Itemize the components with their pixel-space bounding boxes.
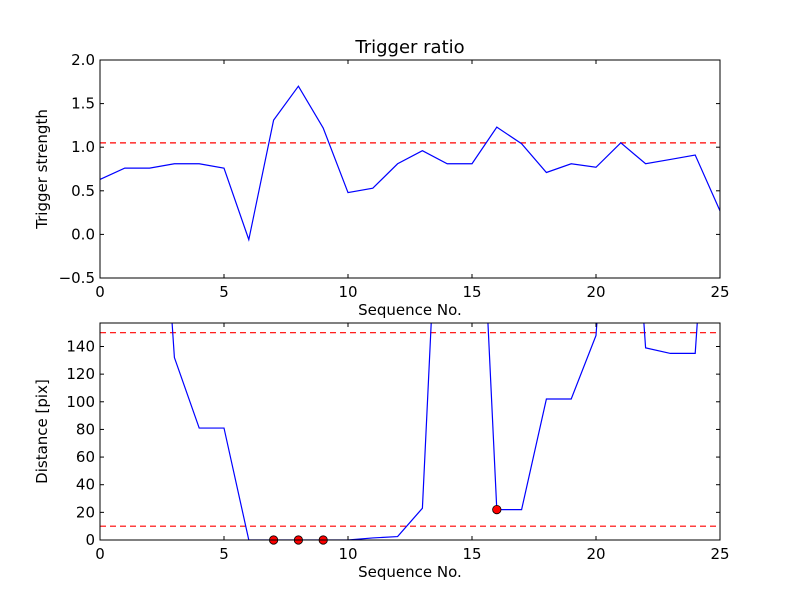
y-axis-label: Trigger strength — [33, 109, 51, 230]
x-tick-label: 0 — [95, 283, 105, 301]
axes-frame — [99, 59, 721, 279]
y-tick-label: 0 — [85, 531, 95, 549]
y-tick-label: 2.0 — [71, 51, 95, 69]
y-tick-label: 100 — [66, 393, 95, 411]
y-tick-label: 140 — [66, 337, 95, 355]
plot-distance: 0 5 10 15 20 25 0 20 40 60 80 100 120 140 Sequence No.… — [33, 322, 730, 581]
x-tick-label: 10 — [338, 283, 357, 301]
x-tick-label: 15 — [462, 545, 481, 563]
x-tick-label: 25 — [710, 545, 729, 563]
x-tick-label: 5 — [219, 545, 229, 563]
y-tick-label: −0.5 — [59, 269, 95, 287]
y-tick-label: 1.5 — [71, 95, 95, 113]
series-line-0 — [171, 323, 698, 540]
y-tick-label: 120 — [66, 365, 95, 383]
x-axis-label: Sequence No. — [358, 301, 462, 319]
x-tick-label: 20 — [586, 283, 605, 301]
x-tick-label: 10 — [338, 545, 357, 563]
y-tick-label: 0.5 — [71, 182, 95, 200]
data-point-marker — [492, 504, 502, 515]
x-tick-label: 15 — [462, 283, 481, 301]
x-tick-label: 20 — [586, 545, 605, 563]
y-tick-label: 60 — [76, 448, 95, 466]
plot-trigger-strength: 0 5 10 15 20 25 −0.5 0.0 0.5 1.0 1.5 2.0 Sequence No… — [33, 51, 730, 319]
x-axis-label: Sequence No. — [358, 563, 462, 581]
x-tick-label: 5 — [219, 283, 229, 301]
y-tick-label: 0.0 — [71, 225, 95, 243]
y-tick-label: 20 — [76, 503, 95, 521]
x-tick-label: 25 — [710, 283, 729, 301]
y-axis-label: Distance [pix] — [33, 379, 51, 484]
axes-frame — [99, 322, 721, 541]
y-tick-label: 80 — [76, 420, 95, 438]
chart-title: Trigger ratio — [354, 37, 464, 58]
y-tick-label: 40 — [76, 476, 95, 494]
series-line-0 — [100, 85, 720, 242]
x-tick-label: 0 — [95, 545, 105, 563]
y-tick-label: 1.0 — [71, 138, 95, 156]
